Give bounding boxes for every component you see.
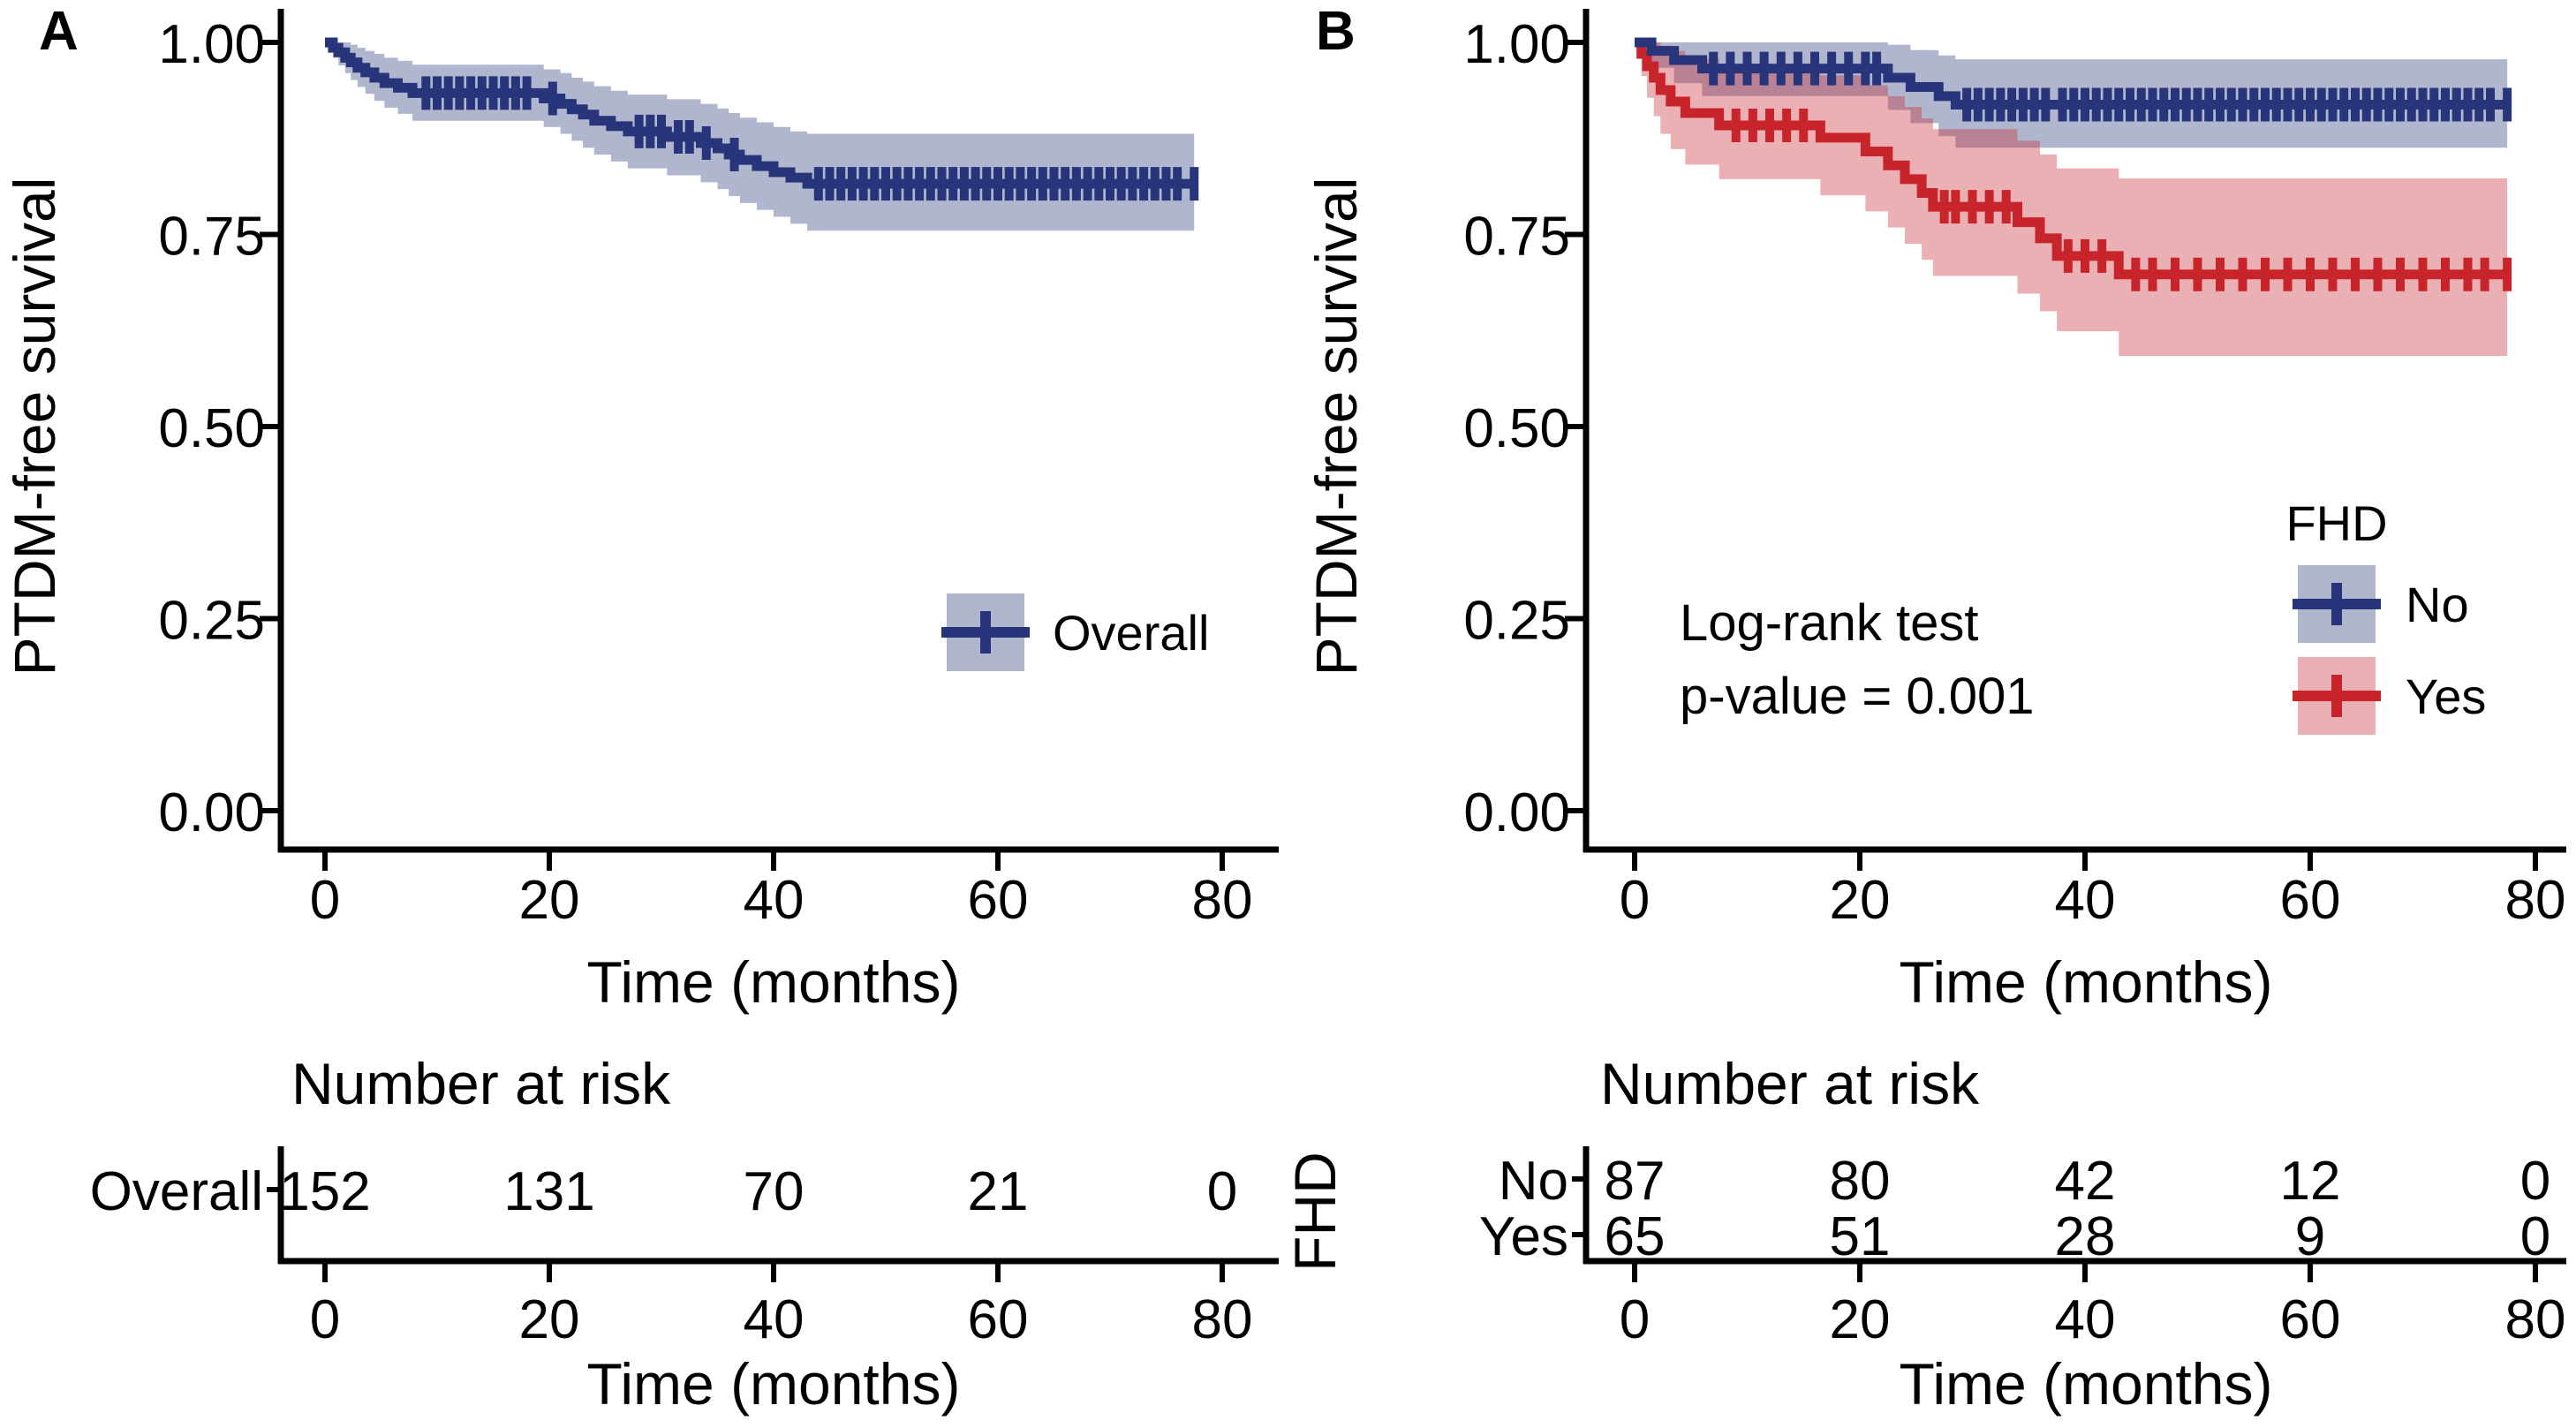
risk-table-b-row-label-yes: Yes — [1479, 1206, 1568, 1267]
risk-x-tick-label-a: 20 — [519, 1289, 580, 1350]
y-tick-label-b: 0.75 — [1463, 207, 1570, 268]
y-tick-label-a: 0.75 — [158, 207, 265, 268]
survival-curve-a-overall — [325, 37, 1195, 189]
risk-count-b-no: 87 — [1605, 1151, 1666, 1212]
risk-x-tick-label-b: 80 — [2505, 1289, 2566, 1350]
x-tick-label-b: 0 — [1620, 870, 1650, 931]
risk-count-b-no: 42 — [2055, 1151, 2116, 1212]
risk-count-a-overall: 131 — [503, 1161, 594, 1222]
risk-table-b-x-axis-title: Time (months) — [1900, 1351, 2273, 1417]
risk-count-b-yes: 9 — [2295, 1206, 2325, 1267]
x-tick-label-b: 40 — [2055, 870, 2116, 931]
risk-x-tick-label-a: 80 — [1192, 1289, 1253, 1350]
panel-b-legend-title: FHD — [2285, 495, 2387, 551]
confidence-band-a-overall — [325, 42, 1195, 231]
risk-count-b-yes: 28 — [2055, 1206, 2116, 1267]
panel-a-letter: A — [39, 1, 79, 62]
y-tick-label-b: 0.25 — [1463, 591, 1570, 652]
risk-count-b-no: 12 — [2280, 1151, 2341, 1212]
survival-curve-b-yes — [1635, 37, 2508, 280]
km-plot-a: 0.00 0.25 0.50 0.75 1.00 0 20 40 60 80 — [158, 9, 1279, 931]
x-tick-label-a: 40 — [744, 870, 805, 931]
risk-table-a-row-label: Overall — [90, 1161, 263, 1222]
risk-x-tick-label-a: 40 — [744, 1289, 805, 1350]
risk-x-tick-label-a: 60 — [968, 1289, 1029, 1350]
risk-count-a-overall: 152 — [279, 1161, 370, 1222]
risk-count-a-overall: 21 — [968, 1161, 1029, 1222]
risk-x-tick-label-b: 40 — [2055, 1289, 2116, 1350]
risk-x-tick-label-b: 60 — [2280, 1289, 2341, 1350]
y-tick-label-b: 0.00 — [1463, 782, 1570, 843]
risk-count-a-overall: 70 — [744, 1161, 805, 1222]
risk-table-b-dynamic: 87 80 42 12 065 51 28 9 00 20 40 60 80 — [1572, 1146, 2566, 1350]
risk-table-a: Number at risk Overall Time (months) 152… — [90, 1051, 1279, 1417]
panel-b-x-axis-title: Time (months) — [1900, 949, 2273, 1015]
y-tick-label-a: 0.00 — [158, 782, 265, 843]
x-tick-label-a: 60 — [968, 870, 1029, 931]
risk-count-b-no: 80 — [1830, 1151, 1891, 1212]
risk-count-b-yes: 65 — [1605, 1206, 1666, 1267]
y-tick-label-b: 0.50 — [1463, 398, 1570, 459]
panel-b-legend-label-no: No — [2406, 577, 2469, 632]
panel-b-letter: B — [1316, 1, 1356, 62]
x-tick-label-b: 20 — [1830, 870, 1891, 931]
panel-b: B PTDM-free survival Time (months) Log-r… — [1282, 1, 2566, 1417]
risk-count-a-overall: 0 — [1207, 1161, 1237, 1222]
risk-x-tick-label-b: 0 — [1620, 1289, 1650, 1350]
logrank-test-label: Log-rank test — [1680, 594, 1979, 652]
panel-a-x-axis-title: Time (months) — [587, 949, 961, 1015]
panel-a-y-axis-title: PTDM-free survival — [2, 178, 67, 676]
risk-count-b-yes: 51 — [1830, 1206, 1891, 1267]
y-tick-label-a: 0.25 — [158, 591, 265, 652]
km-plot-b: 0.00 0.25 0.50 0.75 1.00 0 20 40 60 80 — [1463, 9, 2566, 931]
panel-a-legend-label: Overall — [1053, 605, 1209, 661]
x-tick-label-b: 60 — [2280, 870, 2341, 931]
panel-b-y-axis-title: PTDM-free survival — [1303, 178, 1369, 676]
panel-b-legend-label-yes: Yes — [2406, 669, 2486, 724]
risk-table-a-dynamic: 152 131 70 21 0 0 20 40 60 80 — [267, 1146, 1279, 1350]
panel-a: A PTDM-free survival Time (months) Overa… — [2, 1, 1279, 1417]
risk-table-b-group-label: FHD — [1282, 1152, 1348, 1272]
risk-count-b-no: 0 — [2520, 1151, 2550, 1212]
y-tick-label-a: 1.00 — [158, 14, 265, 75]
risk-table-a-title: Number at risk — [291, 1051, 671, 1116]
y-tick-label-b: 1.00 — [1463, 14, 1570, 75]
x-tick-label-a: 80 — [1192, 870, 1253, 931]
risk-x-tick-label-a: 0 — [310, 1289, 340, 1350]
risk-table-b-title: Number at risk — [1600, 1051, 1980, 1116]
risk-x-tick-label-b: 20 — [1830, 1289, 1891, 1350]
risk-table-a-x-axis-title: Time (months) — [587, 1351, 961, 1417]
risk-table-b: Number at risk FHD No Yes Time (months) … — [1282, 1051, 2566, 1417]
x-tick-label-b: 80 — [2505, 870, 2566, 931]
survival-curve-b-no — [1635, 37, 2508, 110]
risk-count-b-yes: 0 — [2520, 1206, 2550, 1267]
x-tick-label-a: 20 — [519, 870, 580, 931]
y-tick-label-a: 0.50 — [158, 398, 265, 459]
risk-table-b-row-label-no: No — [1499, 1151, 1568, 1212]
x-tick-label-a: 0 — [310, 870, 340, 931]
p-value-label: p-value = 0.001 — [1680, 668, 2034, 725]
